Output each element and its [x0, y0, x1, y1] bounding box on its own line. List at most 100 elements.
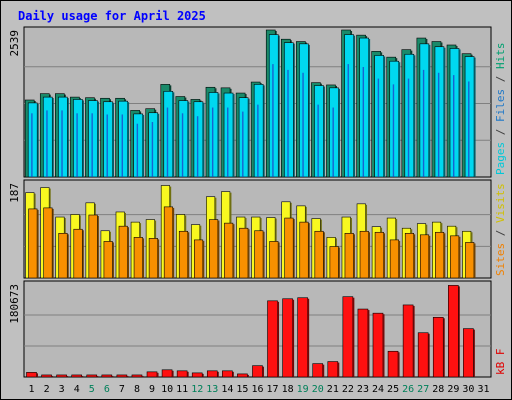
- bar-pages: [389, 60, 400, 178]
- day-group-7: [115, 97, 130, 178]
- bar-sites: [43, 207, 53, 279]
- bar-files: [242, 111, 244, 177]
- bar-kbf: [176, 370, 188, 378]
- panel-visits-sites: 187 Sites / Visits: [8, 179, 507, 279]
- bar-files: [453, 75, 455, 177]
- bar-files: [468, 81, 470, 177]
- day-label: 23: [357, 384, 369, 395]
- series-label-part: kB F: [494, 349, 507, 376]
- bar-pages: [449, 48, 460, 178]
- day-group-15: [237, 373, 249, 378]
- day-group-5: [85, 97, 99, 178]
- bar-sites: [88, 214, 98, 279]
- day-group-7: [115, 211, 129, 279]
- day-group-16: [252, 365, 264, 378]
- bar-pages: [223, 92, 234, 178]
- day-label: 15: [236, 384, 248, 395]
- day-group-17: [265, 29, 280, 178]
- day-group-9: [146, 371, 159, 378]
- day-group-24: [371, 51, 386, 178]
- day-group-26: [401, 227, 416, 279]
- bar-pages: [419, 43, 430, 178]
- day-group-19: [296, 41, 310, 178]
- bar-files: [302, 72, 304, 177]
- bar-files: [392, 84, 395, 177]
- bar-pages: [268, 34, 279, 178]
- x-axis-day-labels: 1 2 3 4 5 6 7 8 9 10 11 12 13 14 15 16 17 18 19 20 21 22 23 24 2…: [29, 384, 490, 395]
- bar-kbf: [206, 370, 218, 378]
- bar-files: [76, 113, 78, 177]
- day-group-13: [206, 370, 219, 378]
- day-group-10: [161, 369, 174, 378]
- day-group-18: [281, 201, 295, 279]
- day-group-18: [282, 298, 295, 378]
- bar-sites: [209, 219, 219, 279]
- bar-sites: [389, 239, 399, 279]
- day-group-3: [56, 374, 69, 378]
- day-group-6: [100, 230, 114, 279]
- bar-sites: [374, 231, 384, 279]
- day-label: 13: [206, 384, 218, 395]
- day-group-14: [221, 191, 235, 279]
- day-label: 21: [327, 384, 339, 395]
- bar-sites: [344, 232, 354, 279]
- day-group-28: [432, 316, 445, 378]
- bar-files: [31, 113, 33, 177]
- panel-max-label: 2539: [8, 30, 21, 57]
- bar-kbf: [56, 374, 67, 378]
- day-group-27: [416, 37, 431, 178]
- bar-files: [407, 78, 410, 177]
- bar-pages: [88, 100, 98, 178]
- bar-sites: [284, 217, 294, 279]
- day-group-25: [386, 56, 401, 178]
- series-label-part: Hits: [494, 43, 507, 70]
- bar-pages: [193, 101, 204, 178]
- day-label: 24: [372, 384, 384, 395]
- bar-sites: [73, 228, 83, 279]
- day-label: 6: [104, 384, 110, 395]
- bar-pages: [329, 87, 339, 178]
- bar-sites: [224, 222, 234, 279]
- bar-files: [422, 69, 425, 177]
- series-label-part: Sites: [494, 243, 507, 276]
- day-group-17: [266, 217, 280, 279]
- bar-files: [272, 64, 274, 177]
- day-label: 9: [149, 384, 155, 395]
- bar-kbf: [101, 374, 113, 378]
- bar-kbf: [252, 365, 263, 378]
- day-group-3: [55, 93, 69, 178]
- day-group-22: [341, 29, 356, 178]
- day-group-20: [311, 82, 325, 178]
- bar-kbf: [372, 312, 384, 378]
- bar-kbf: [402, 304, 414, 378]
- day-label: 18: [282, 384, 294, 395]
- bar-kbf: [342, 296, 354, 378]
- bar-sites: [133, 237, 143, 279]
- bar-files: [287, 69, 289, 177]
- bar-pages: [404, 53, 415, 178]
- day-group-23: [356, 34, 371, 178]
- day-group-4: [71, 374, 84, 378]
- day-group-25: [387, 350, 400, 378]
- bar-files: [347, 64, 349, 177]
- bar-pages: [464, 56, 475, 178]
- day-group-1: [26, 372, 38, 378]
- panel-kbf: 180673 kB F: [8, 280, 507, 378]
- bar-sites: [118, 225, 128, 279]
- bar-kbf: [327, 361, 339, 378]
- day-group-14: [220, 87, 235, 178]
- day-label: 28: [432, 384, 444, 395]
- bar-kbf: [387, 350, 399, 378]
- day-label: 1: [29, 384, 35, 395]
- day-group-30: [462, 230, 476, 279]
- day-label: 14: [221, 384, 233, 395]
- day-group-6: [101, 374, 114, 378]
- panel-series-label: kB F: [494, 349, 507, 376]
- day-label: 20: [312, 384, 324, 395]
- bar-files: [437, 72, 440, 177]
- bar-files: [166, 107, 169, 177]
- bar-files: [121, 114, 123, 177]
- bar-sites: [58, 232, 68, 279]
- bar-sites: [103, 241, 113, 279]
- day-group-24: [372, 312, 385, 378]
